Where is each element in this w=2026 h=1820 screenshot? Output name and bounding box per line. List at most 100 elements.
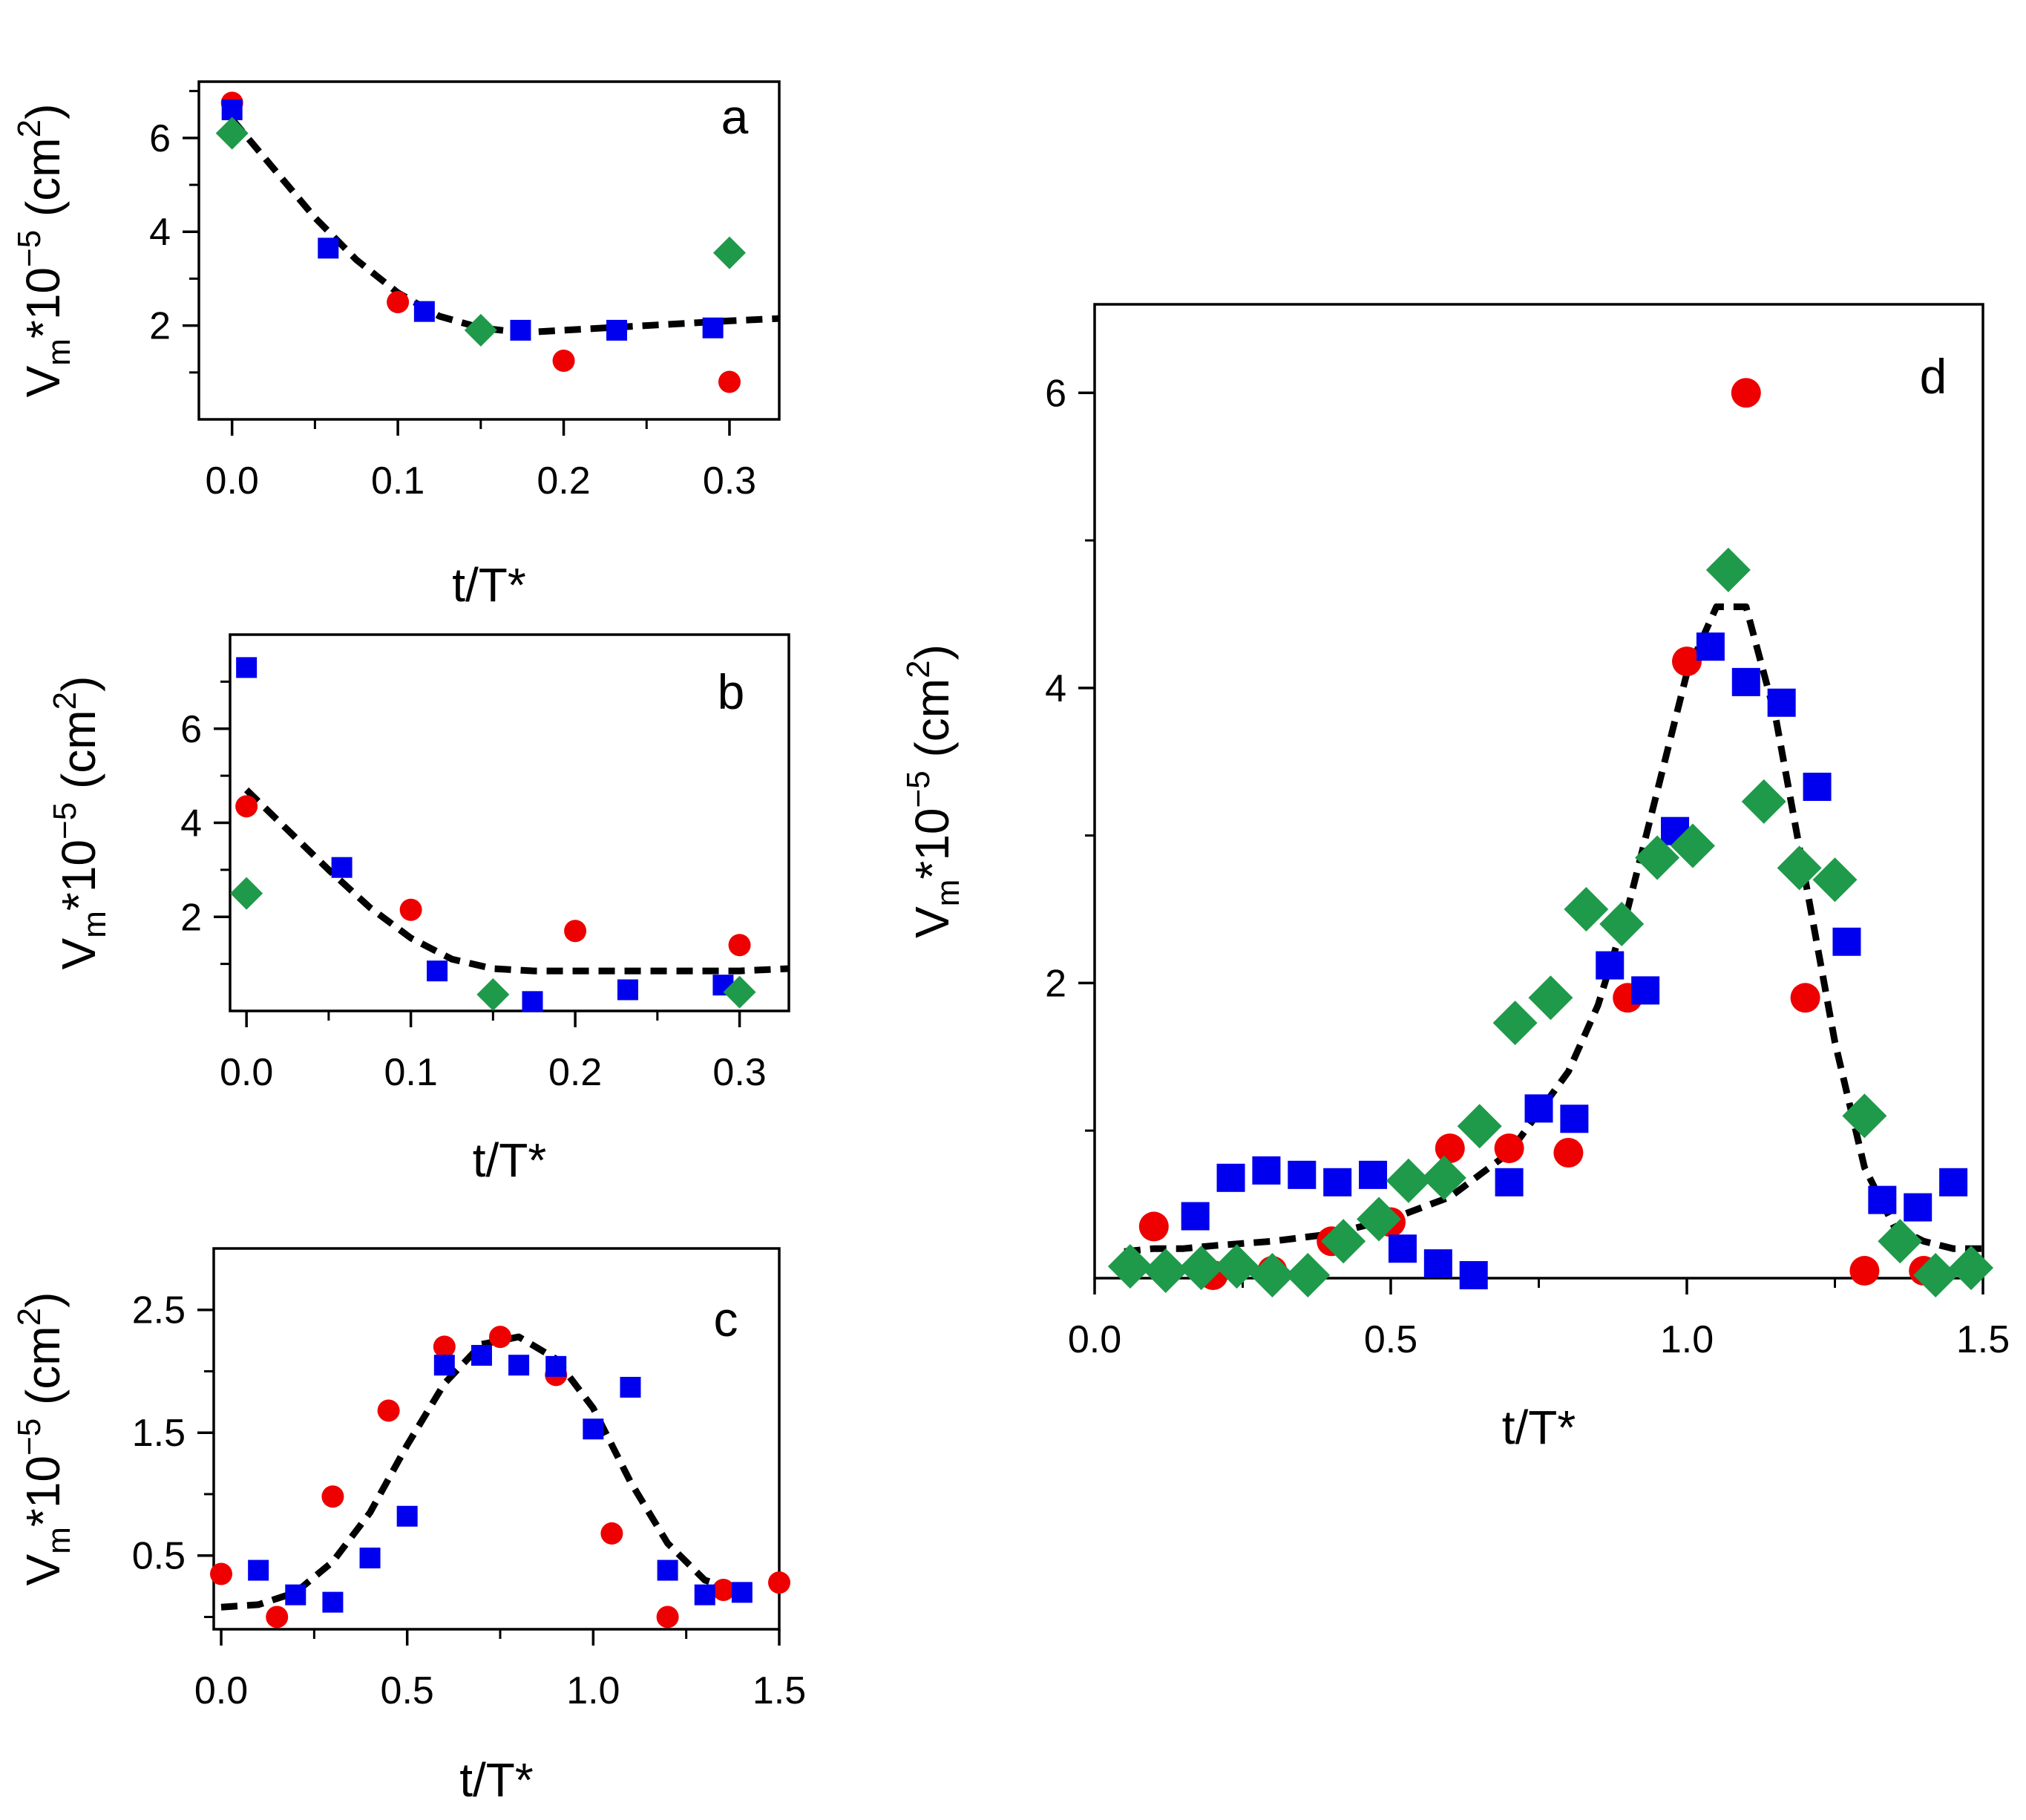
y-axis-label-unit-close: ): [16, 1292, 70, 1308]
data-point-square: [1216, 1163, 1245, 1192]
data-point-diamond: [1357, 1197, 1402, 1242]
data-point-square: [606, 319, 628, 341]
data-point-square: [657, 1559, 678, 1581]
plot-frame: [1093, 303, 1984, 1280]
data-point-square: [617, 979, 638, 1001]
y-axis-label-mid: *10: [52, 839, 105, 911]
y-axis-label-sup-exp: −5: [11, 230, 47, 267]
data-point-circle: [1494, 1133, 1524, 1164]
data-point-diamond: [1913, 1253, 1958, 1298]
y-axis-label-mid: *10: [16, 1456, 70, 1527]
y-tick-label: 6: [180, 708, 202, 751]
x-axis-label: t/T*: [459, 1753, 534, 1807]
data-point-circle: [489, 1326, 512, 1349]
x-tick-label: 1.0: [566, 1669, 620, 1712]
y-axis-label-sup-exp: −5: [47, 802, 83, 839]
fit-curve: [220, 1333, 744, 1611]
data-point-square: [1731, 667, 1760, 696]
data-point-diamond: [476, 978, 510, 1011]
plot-frame: [212, 1247, 781, 1631]
panel-letter: b: [718, 664, 745, 719]
data-point-square: [331, 857, 353, 878]
data-point-square: [1596, 951, 1625, 980]
data-point-square: [1832, 927, 1861, 956]
x-tick-label: 0.0: [1068, 1318, 1121, 1361]
x-tick-label: 0.5: [1364, 1318, 1417, 1361]
data-point-diamond: [1492, 1001, 1538, 1046]
fit-curve: [229, 117, 780, 336]
y-tick-label: 2: [149, 305, 171, 348]
x-tick-label: 0.1: [384, 1051, 437, 1094]
data-point-diamond: [1178, 1245, 1224, 1291]
data-point-square: [322, 1591, 344, 1613]
data-point-square: [731, 1582, 753, 1603]
y-axis-label-unit-open: (cm: [16, 1326, 70, 1418]
x-tick-label: 0.0: [220, 1051, 273, 1094]
y-tick-label: 2: [1045, 962, 1066, 1005]
data-point-square: [1459, 1261, 1488, 1290]
data-point-square: [1696, 632, 1725, 661]
x-tick-label: 1.0: [1660, 1318, 1714, 1361]
data-point-square: [583, 1418, 604, 1440]
data-point-circle: [564, 920, 587, 943]
x-tick-label: 0.1: [371, 459, 424, 503]
data-point-square: [508, 1355, 530, 1376]
data-point-square: [1560, 1104, 1589, 1133]
y-axis-label-sup-exp: −5: [900, 770, 937, 808]
data-point-square: [545, 1355, 567, 1377]
data-point-diamond: [1741, 779, 1786, 824]
data-point-diamond: [230, 877, 263, 910]
data-point-square: [1904, 1193, 1932, 1222]
data-point-square: [522, 991, 543, 1012]
data-point-diamond: [1812, 857, 1858, 903]
data-point-circle: [377, 1399, 400, 1422]
data-point-diamond: [1214, 1244, 1259, 1289]
data-point-diamond: [1842, 1093, 1887, 1139]
y-axis-label-base: V: [905, 906, 959, 938]
x-tick-label: 1.5: [1956, 1318, 2010, 1361]
x-tick-label: 0.2: [537, 459, 590, 503]
data-point-square: [1939, 1168, 1968, 1197]
data-point-diamond: [1705, 547, 1751, 592]
y-axis-label-sub: m: [41, 1527, 77, 1554]
y-axis-label-base: V: [52, 937, 105, 969]
data-point-square: [433, 1355, 455, 1376]
data-point-circle: [1790, 983, 1820, 1013]
data-point-circle: [1553, 1138, 1584, 1168]
y-axis-label-unit-close: ): [52, 676, 105, 692]
data-point-circle: [387, 291, 410, 314]
y-tick-label: 1.5: [132, 1412, 186, 1455]
data-point-square: [396, 1505, 418, 1527]
x-axis-label: t/T*: [473, 1133, 547, 1187]
data-point-diamond: [723, 975, 756, 1009]
data-point-square: [413, 301, 435, 322]
data-point-square: [221, 99, 243, 120]
data-point-circle: [600, 1522, 623, 1545]
y-axis-label-mid: *10: [16, 267, 70, 338]
plot-frame: [197, 80, 781, 421]
x-tick-label: 1.5: [753, 1669, 806, 1712]
data-point-square: [1181, 1202, 1210, 1231]
data-point-diamond: [1949, 1245, 1994, 1291]
plot-frame: [229, 633, 790, 1012]
data-point-diamond: [1107, 1244, 1153, 1289]
y-tick-label: 4: [149, 211, 171, 254]
data-point-circle: [210, 1562, 233, 1585]
data-point-square: [1323, 1168, 1352, 1197]
x-tick-label: 0.5: [381, 1669, 434, 1712]
data-point-circle: [1138, 1211, 1169, 1242]
x-tick-label: 0.3: [703, 459, 756, 503]
y-axis-label-base: V: [16, 365, 70, 397]
data-point-square: [694, 1584, 715, 1605]
data-point-square: [1495, 1168, 1524, 1197]
data-point-square: [1288, 1160, 1317, 1189]
data-point-circle: [1672, 647, 1702, 677]
y-axis-label-sub: m: [41, 338, 77, 366]
data-point-diamond: [712, 236, 746, 269]
y-axis-label-sub: m: [76, 911, 113, 938]
data-point-circle: [266, 1605, 289, 1628]
y-axis-label-sup-unit: 2: [900, 660, 937, 678]
y-tick-label: 4: [180, 802, 202, 845]
